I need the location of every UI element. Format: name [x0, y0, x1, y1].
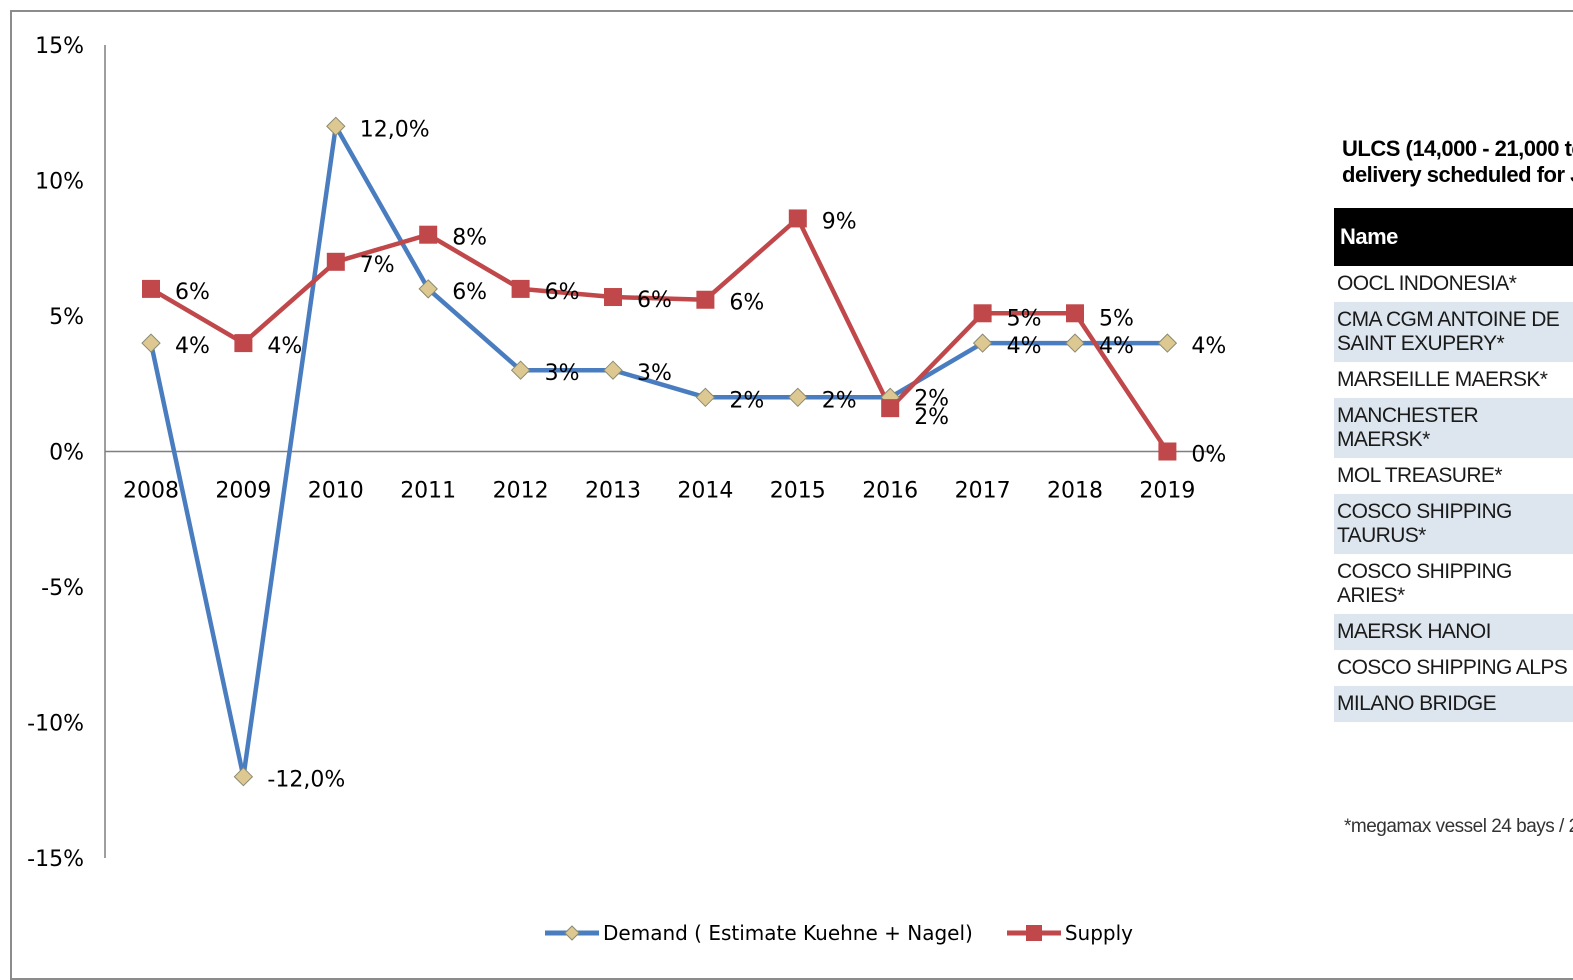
- legend-swatch-demand: [545, 925, 599, 941]
- supply-point: [511, 279, 530, 298]
- demand-data-label: 2%: [914, 386, 949, 411]
- panel-title-line1: ULCS (14,000 - 21,000 teu: [1342, 136, 1573, 161]
- x-tick-label: 2019: [1139, 479, 1195, 504]
- x-tick-label: 2012: [493, 479, 549, 504]
- demand-data-label: 3%: [637, 361, 672, 386]
- supply-line: [149, 216, 1170, 453]
- supply-data-label: 6%: [637, 288, 672, 313]
- column-header-name: Name: [1334, 208, 1573, 266]
- vessel-row: MILANO BRIDGE: [1334, 686, 1573, 722]
- supply-point: [1158, 442, 1177, 461]
- panel-title-line2: delivery scheduled for Ja: [1342, 162, 1573, 187]
- chart-legend: Demand ( Estimate Kuehne + Nagel) Supply: [545, 918, 1167, 948]
- x-tick-label: 2008: [123, 479, 179, 504]
- y-tick-label: 15%: [35, 34, 84, 59]
- y-tick-label: -15%: [27, 847, 84, 872]
- demand-point: [1157, 333, 1178, 353]
- demand-point: [695, 387, 716, 408]
- x-tick-label: 2009: [215, 479, 271, 504]
- supply-point: [326, 252, 345, 271]
- vessel-row: MOL TREASURE*: [1337, 464, 1503, 487]
- legend-item-demand: Demand ( Estimate Kuehne + Nagel): [545, 921, 973, 945]
- supply-data-label: 7%: [360, 253, 395, 278]
- demand-data-label: 4%: [175, 334, 210, 359]
- demand-point: [788, 387, 808, 408]
- demand-data-label: 4%: [1099, 334, 1134, 359]
- x-tick-label: 2015: [770, 479, 826, 504]
- x-tick-label: 2014: [677, 479, 733, 504]
- demand-point: [972, 333, 993, 353]
- demand-point: [603, 360, 623, 380]
- vessel-row: COSCO SHIPPING ALPS: [1337, 656, 1568, 679]
- demand-data-label: 3%: [545, 361, 580, 386]
- vessel-row: COSCO SHIPPING TAURUS*: [1334, 494, 1573, 554]
- supply-data-label: 6%: [729, 291, 764, 316]
- demand-data-label: 4%: [1007, 334, 1042, 359]
- demand-point: [233, 766, 254, 787]
- x-tick-label: 2017: [955, 479, 1011, 504]
- demand-point: [510, 360, 531, 380]
- vessel-row: CMA CGM ANTOINE DE SAINT EXUPERY*: [1334, 302, 1573, 362]
- y-tick-label: 5%: [49, 305, 84, 330]
- supply-point: [142, 279, 160, 298]
- demand-point: [1065, 333, 1085, 353]
- supply-point: [419, 225, 438, 244]
- vessel-row: MAERSK HANOI: [1334, 614, 1573, 650]
- supply-data-label: 5%: [1099, 306, 1134, 331]
- supply-point: [973, 304, 992, 323]
- demand-data-label: -12,0%: [267, 768, 345, 793]
- y-tick-label: -5%: [41, 576, 84, 601]
- y-tick-label: 0%: [49, 441, 84, 466]
- demand-data-label: 6%: [452, 280, 487, 305]
- demand-point: [418, 279, 438, 299]
- legend-label-supply: Supply: [1064, 921, 1133, 945]
- legend-label-demand: Demand ( Estimate Kuehne + Nagel): [603, 921, 973, 945]
- x-tick-label: 2018: [1047, 479, 1103, 504]
- vessel-row: OOCL INDONESIA*: [1337, 272, 1517, 295]
- vessel-row: MARSEILLE MAERSK*: [1337, 368, 1548, 391]
- supply-point: [1066, 304, 1084, 323]
- supply-point: [234, 334, 253, 353]
- x-tick-label: 2010: [308, 479, 364, 504]
- x-tick-label: 2016: [862, 479, 918, 504]
- demand-data-label: 12,0%: [360, 117, 430, 142]
- supply-data-label: 5%: [1007, 306, 1042, 331]
- y-tick-label: -10%: [27, 712, 84, 737]
- supply-point: [788, 209, 807, 228]
- supply-data-label: 8%: [452, 226, 487, 251]
- supply-data-label: 2%: [914, 405, 949, 430]
- vessel-table: Name OOCL INDONESIA* CMA CGM ANTOINE DE …: [1334, 208, 1573, 722]
- supply-data-label: 0%: [1191, 443, 1226, 468]
- legend-item-supply: Supply: [1006, 921, 1133, 945]
- supply-data-label: 9%: [822, 209, 857, 234]
- x-tick-label: 2011: [400, 479, 456, 504]
- supply-point: [604, 288, 622, 307]
- demand-point: [326, 116, 346, 137]
- vessel-row: COSCO SHIPPING ARIES*: [1337, 560, 1512, 607]
- supply-data-label: 6%: [545, 280, 580, 305]
- demand-data-label: 2%: [729, 388, 764, 413]
- demand-line: [148, 124, 1168, 779]
- supply-data-label: 6%: [175, 280, 210, 305]
- demand-data-label: 2%: [822, 388, 857, 413]
- demand-point: [141, 333, 161, 353]
- y-tick-label: 10%: [35, 170, 84, 195]
- x-tick-label: 2013: [585, 479, 641, 504]
- supply-data-label: 4%: [267, 334, 302, 359]
- legend-swatch-supply: [1006, 925, 1061, 941]
- demand-data-label: 4%: [1191, 334, 1226, 359]
- footnote: *megamax vessel 24 bays / 2: [1344, 816, 1573, 837]
- ulcs-panel: ULCS (14,000 - 21,000 teu delivery sched…: [1334, 136, 1573, 856]
- supply-point: [696, 290, 715, 309]
- vessel-row: MANCHESTER MAERSK*: [1334, 398, 1573, 458]
- supply-point: [881, 399, 900, 418]
